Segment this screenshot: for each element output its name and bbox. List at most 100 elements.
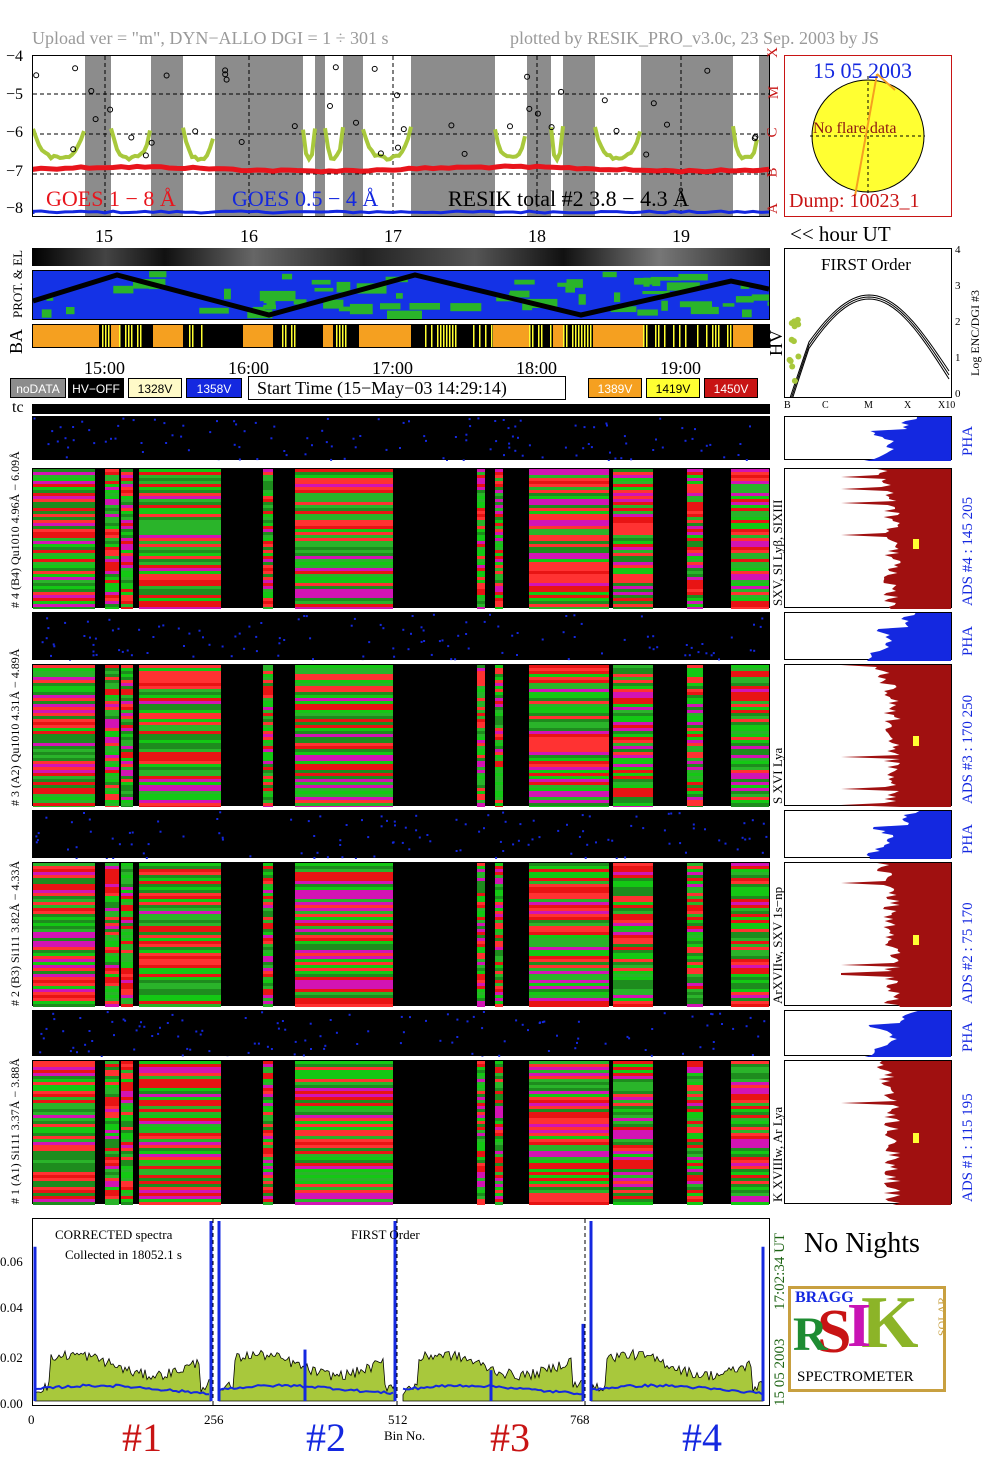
heat-row [731, 665, 769, 668]
prot-region [263, 304, 276, 310]
heat-row [263, 986, 273, 989]
heat-row [495, 1160, 503, 1163]
heat-row [105, 872, 119, 875]
heat-row [33, 941, 95, 944]
spectral-heat [33, 863, 769, 1007]
pha-dot [482, 1011, 485, 1013]
pha-dot [278, 637, 281, 640]
pha-dot [35, 841, 38, 844]
first-order-title: FIRST Order [821, 255, 911, 274]
heat-row [295, 923, 393, 926]
pha-dot [216, 420, 218, 423]
heat-row [613, 878, 653, 881]
pha-dot [667, 812, 670, 815]
heat-row [687, 866, 703, 869]
pha-dot [221, 645, 224, 648]
heat-row [613, 1091, 653, 1094]
channel-row-label: # 3 (A2) Qu1010 4.31Å − 4.89Å [8, 648, 22, 806]
pha-dot [408, 848, 411, 851]
heat-row [263, 923, 273, 926]
heat-row [139, 674, 221, 677]
heat-row [687, 893, 703, 896]
heat-row [263, 541, 273, 544]
pha-dot [186, 1047, 189, 1050]
heat-row [295, 1100, 393, 1103]
heat-row [33, 713, 95, 716]
spec-ytick-004: 0.04 [0, 1300, 23, 1315]
heat-row [105, 740, 119, 743]
heat-row [263, 1115, 273, 1118]
heat-row [121, 1061, 133, 1064]
heat-row [529, 1064, 609, 1067]
heat-row [529, 520, 609, 523]
heat-row [105, 1130, 119, 1133]
pha-dot [72, 426, 75, 428]
heat-row [263, 977, 273, 980]
pha-dot [580, 622, 583, 625]
heat-row [687, 562, 703, 565]
heat-row [295, 782, 393, 785]
pha-dot [257, 1042, 260, 1045]
heat-row [613, 695, 653, 698]
pha-dot [126, 649, 129, 652]
pha-dot [402, 421, 405, 424]
heat-row [295, 490, 393, 493]
heat-row [105, 1091, 119, 1094]
heat-row [33, 932, 95, 935]
heat-row [529, 547, 609, 550]
heat-row [731, 698, 769, 701]
heat-row [139, 511, 221, 514]
heat-row [33, 776, 95, 779]
heat-row [613, 547, 653, 550]
heat-row [263, 1196, 273, 1199]
ba-orange [593, 325, 643, 347]
heat-row [477, 788, 485, 791]
heat-row [529, 953, 609, 956]
heat-row [139, 1070, 221, 1073]
pha-dot [497, 625, 500, 628]
resik-point [222, 67, 229, 74]
heat-row [495, 707, 503, 710]
heat-row [613, 998, 653, 1001]
heat-row [529, 971, 609, 974]
pha-dot [578, 835, 581, 838]
heat-row [263, 983, 273, 986]
heat-row [613, 923, 653, 926]
heat-row [495, 469, 503, 472]
heat-row [687, 737, 703, 740]
heat-row [263, 598, 273, 601]
heat-row [105, 713, 119, 716]
heat-row [731, 911, 769, 914]
pha-dot [255, 650, 258, 653]
heat-row [477, 896, 485, 899]
heat-row [613, 995, 653, 998]
heat-row [529, 974, 609, 977]
heat-row [295, 1001, 393, 1004]
heat-row [105, 737, 119, 740]
ytick-m4: −4 [6, 48, 24, 65]
pha-dot [438, 640, 441, 643]
heat-row [295, 1130, 393, 1133]
heat-row [121, 1070, 133, 1073]
prot-region [661, 300, 668, 311]
heat-row [295, 538, 393, 541]
heat-row [263, 1004, 273, 1007]
heat-row [731, 719, 769, 722]
heat-row [613, 884, 653, 887]
prot-el-plot [33, 271, 769, 319]
heat-row [495, 953, 503, 956]
heat-row [687, 707, 703, 710]
prot-label: PROT. & EL [10, 249, 25, 318]
heat-row [613, 731, 653, 734]
heat-row [495, 607, 503, 610]
heat-row [121, 1187, 133, 1190]
heat-row [613, 475, 653, 478]
heat-row [529, 505, 609, 508]
heat-row [105, 932, 119, 935]
heat-row [295, 926, 393, 929]
heat-row [477, 490, 485, 493]
pha-dot [765, 835, 768, 838]
pha-label: PHA [960, 625, 976, 656]
heat-row [613, 1064, 653, 1067]
spectral-heat [33, 469, 769, 610]
